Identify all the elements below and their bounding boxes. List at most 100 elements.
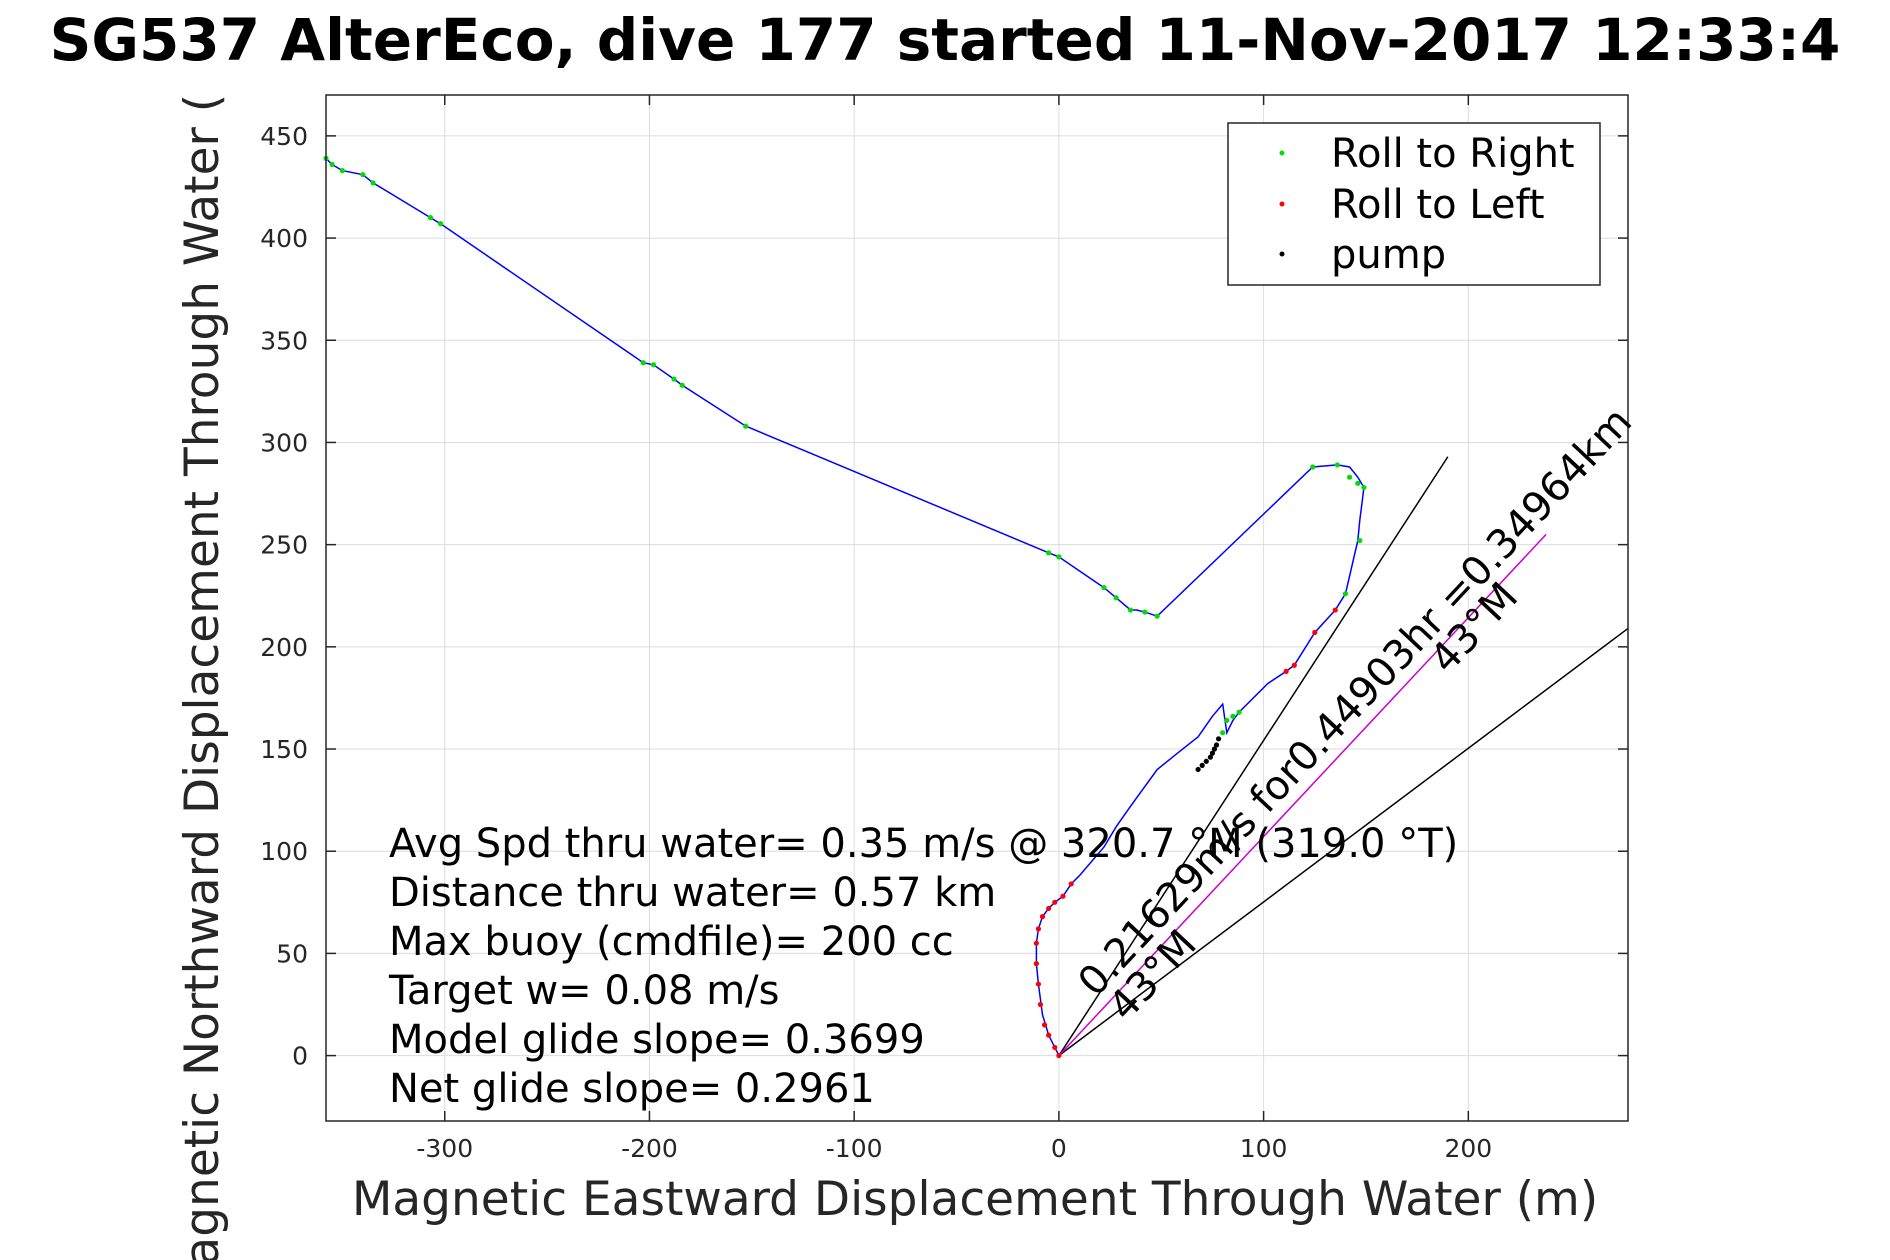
y-tick-label: 350	[260, 326, 308, 355]
roll-right-point	[427, 215, 434, 221]
roll-right-point	[1346, 474, 1353, 480]
summary-line: Model glide slope= 0.3699	[389, 1017, 925, 1063]
legend-marker-pump	[1279, 251, 1285, 257]
roll-left-point	[1033, 961, 1039, 967]
x-axis-label: Magnetic Eastward Displacement Through W…	[352, 1172, 1598, 1227]
x-tick-label: -300	[416, 1134, 473, 1163]
pump-point	[1209, 750, 1216, 756]
roll-right-point	[1236, 709, 1242, 715]
roll-right-point	[640, 360, 646, 366]
roll-right-point	[329, 161, 335, 168]
roll-right-point	[360, 172, 366, 178]
summary-line: Target w= 0.08 m/s	[388, 968, 779, 1014]
roll-right-point	[1224, 717, 1230, 724]
x-tick-label: -200	[621, 1134, 678, 1163]
roll-left-point	[1035, 981, 1042, 987]
roll-right-point	[1056, 554, 1062, 560]
roll-right-point	[1334, 462, 1340, 468]
x-axis-ticks: -300 -200 -100 0 100 200	[416, 95, 1492, 1163]
roll-right-point	[438, 221, 444, 227]
net-heading-line	[1058, 533, 1547, 1057]
marker-points-layer	[323, 155, 1367, 1059]
roll-left-point	[1291, 662, 1297, 668]
roll-left-point	[1312, 629, 1318, 636]
pump-point	[1199, 762, 1205, 768]
roll-right-point	[1046, 550, 1052, 556]
legend-box	[1227, 122, 1601, 286]
chart-title: SG537 AlterEco, dive 177 started 11-Nov-…	[50, 6, 1841, 74]
plot-area-frame	[325, 94, 1629, 1122]
roll-right-point	[1357, 537, 1363, 544]
dive-summary-text: Avg Spd thru water= 0.35 m/s @ 320.7 °M …	[388, 821, 1458, 1112]
roll-right-point	[679, 382, 685, 388]
pump-point	[1211, 746, 1218, 752]
roll-right-point	[1142, 609, 1148, 615]
pump-point	[1215, 736, 1222, 742]
roll-left-point	[1052, 899, 1058, 905]
roll-right-point	[339, 168, 345, 174]
roll-right-point	[1310, 464, 1316, 470]
roll-right-point	[1154, 613, 1160, 619]
pump-point	[1207, 754, 1213, 760]
roll-right-point	[1355, 480, 1361, 486]
y-tick-label: 100	[260, 837, 308, 866]
roll-right-point	[1230, 713, 1236, 719]
roll-left-point	[1037, 1001, 1044, 1008]
roll-right-point	[1342, 591, 1349, 597]
y-tick-label: 0	[292, 1042, 308, 1071]
roll-right-point	[650, 362, 657, 368]
y-tick-label: 400	[260, 224, 308, 253]
roll-left-point	[1039, 914, 1046, 920]
y-tick-label: 450	[260, 122, 308, 151]
roll-left-point	[1035, 926, 1042, 932]
heading-wedge-line	[1058, 627, 1629, 1057]
y-axis-label: Magnetic Northward Displacement Through …	[175, 94, 230, 1260]
roll-left-point	[1052, 1044, 1058, 1051]
roll-right-point	[1220, 730, 1226, 736]
heading-wedge	[1058, 456, 1629, 1057]
roll-left-point	[1041, 1022, 1048, 1028]
y-tick-label: 300	[260, 428, 308, 457]
y-tick-label: 50	[276, 939, 308, 968]
y-axis-ticks: 0 50 100 150 200 250 300 350 400 450	[260, 122, 1628, 1071]
x-tick-label: 0	[1051, 1134, 1067, 1163]
legend-marker-roll-right	[1279, 150, 1285, 156]
y-tick-label: 250	[260, 531, 308, 560]
roll-left-point	[1056, 1052, 1062, 1059]
roll-right-point	[370, 180, 376, 186]
heading-wedge-line	[1058, 456, 1449, 1057]
y-tick-label: 200	[260, 633, 308, 662]
x-tick-label: -100	[826, 1134, 883, 1163]
roll-left-point	[1060, 893, 1066, 899]
roll-right-point	[671, 376, 677, 382]
annotation-layer: 0.21629m/s for0.44903hr =0.34964km43°M43…	[1069, 399, 1641, 1030]
summary-line: Net glide slope= 0.2961	[389, 1066, 875, 1112]
roll-right-point	[1361, 484, 1367, 491]
roll-right-point	[1101, 584, 1107, 591]
roll-left-point	[1046, 905, 1052, 912]
roll-left-point	[1068, 881, 1074, 887]
legend-label-pump: pump	[1331, 232, 1446, 278]
legend: Roll to Right Roll to Left pump	[1227, 122, 1601, 286]
roll-right-point	[1127, 607, 1134, 613]
summary-line: Avg Spd thru water= 0.35 m/s @ 320.7 °M …	[389, 821, 1458, 867]
x-tick-label: 100	[1240, 1134, 1288, 1163]
roll-left-point	[1332, 607, 1338, 613]
roll-left-point	[1283, 668, 1289, 674]
pump-point	[1195, 766, 1201, 773]
pump-point	[1203, 758, 1209, 764]
legend-marker-roll-left	[1279, 201, 1285, 207]
heading-annotation: 0.21629m/s for0.44903hr =0.34964km	[1069, 399, 1641, 1005]
summary-line: Distance thru water= 0.57 km	[389, 870, 996, 916]
roll-left-point	[1046, 1032, 1052, 1038]
summary-line: Max buoy (cmdfile)= 200 cc	[389, 919, 954, 965]
legend-label-roll-right: Roll to Right	[1331, 131, 1575, 177]
roll-right-point	[1113, 595, 1119, 601]
roll-right-point	[743, 423, 749, 429]
y-tick-label: 150	[260, 735, 308, 764]
x-tick-label: 200	[1444, 1134, 1492, 1163]
roll-left-point	[1033, 940, 1039, 946]
legend-label-roll-left: Roll to Left	[1331, 182, 1545, 228]
pump-point	[1213, 742, 1220, 748]
